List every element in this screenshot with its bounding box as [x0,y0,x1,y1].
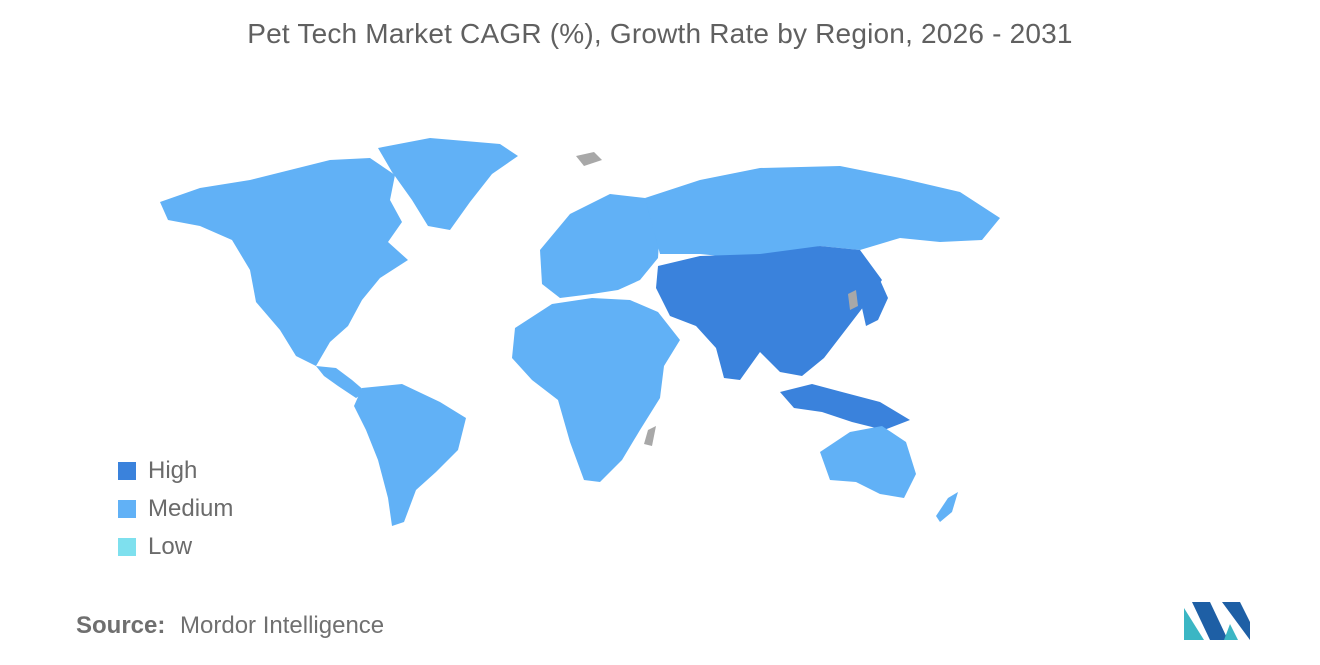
region-greenland [378,138,518,230]
region-southeast-asia-islands [780,384,910,430]
world-map [160,138,1000,526]
region-south-america [354,384,466,526]
region-australia [820,426,916,498]
source-label: Source: [76,612,166,639]
legend-label-medium: Medium [148,495,234,522]
legend-label-high: High [148,457,198,484]
region-japan [862,280,888,326]
region-madagascar [644,426,656,446]
region-russia [645,166,1000,258]
legend-label-low: Low [148,533,193,560]
legend-swatch-low [118,538,136,556]
map-legend: High Medium Low [118,452,233,566]
source-value: Mordor Intelligence [180,612,385,639]
chart-title: Pet Tech Market CAGR (%), Growth Rate by… [247,18,1073,49]
region-new-zealand [936,492,958,522]
region-europe [540,194,660,298]
region-svalbard [576,152,602,166]
mordor-intelligence-logo-icon [1184,602,1250,640]
legend-swatch-high [118,462,136,480]
region-north-america [160,158,408,366]
region-asia-pacific [656,246,882,380]
source-note: Source: Mordor Intelligence [76,612,384,640]
legend-item-high: High [118,452,233,490]
legend-item-low: Low [118,528,233,566]
region-central-america [316,366,366,398]
legend-swatch-medium [118,500,136,518]
region-korea [848,290,858,310]
region-africa-middle-east [512,298,680,482]
legend-item-medium: Medium [118,490,233,528]
